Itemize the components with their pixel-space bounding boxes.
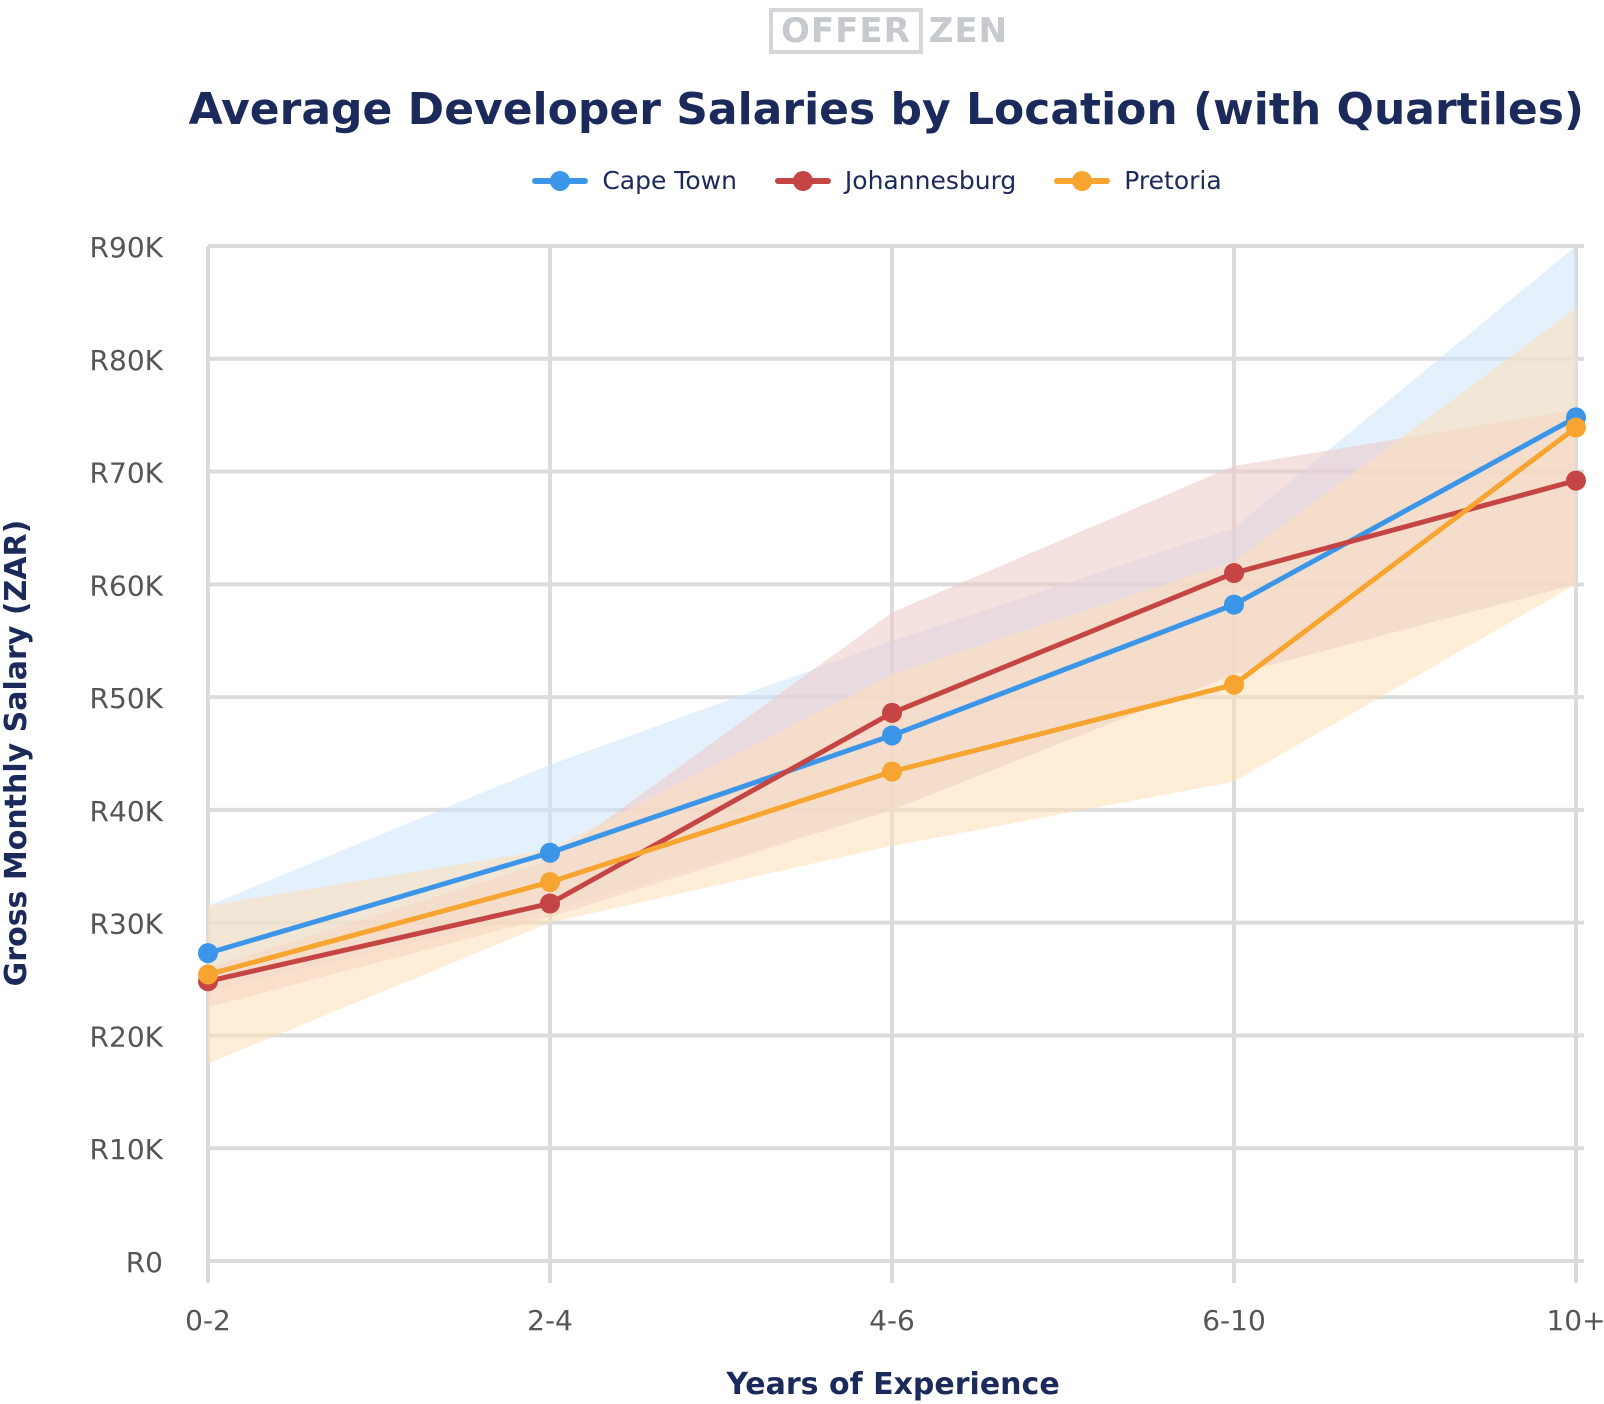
data-point-pretoria[interactable]: [198, 964, 218, 985]
y-tick-label: R30K: [90, 908, 164, 941]
y-tick-label: R40K: [90, 795, 164, 828]
data-point-johannesburg[interactable]: [882, 702, 902, 723]
y-tick-label: R0: [126, 1246, 163, 1279]
x-tick-label: 2-4: [527, 1304, 573, 1337]
data-point-cape-town[interactable]: [540, 842, 560, 863]
chart-title: Average Developer Salaries by Location (…: [188, 84, 1584, 135]
legend-swatch-cape-town: [532, 170, 589, 191]
quartile-band-cape-town: [208, 246, 1576, 991]
data-point-johannesburg[interactable]: [540, 893, 560, 914]
logo-boxed-text: OFFER: [769, 8, 923, 54]
legend-item-cape-town[interactable]: Cape Town: [532, 166, 737, 195]
data-point-pretoria[interactable]: [882, 761, 902, 782]
data-point-cape-town[interactable]: [1224, 594, 1244, 615]
y-tick-label: R10K: [90, 1133, 164, 1166]
logo-plain-text: ZEN: [928, 11, 1009, 51]
y-tick-label: R60K: [90, 569, 164, 602]
legend-item-pretoria[interactable]: Pretoria: [1054, 166, 1222, 195]
legend-label: Johannesburg: [844, 166, 1017, 195]
y-axis-title: Gross Monthly Salary (ZAR): [0, 520, 34, 987]
data-point-pretoria[interactable]: [540, 872, 560, 893]
data-point-pretoria[interactable]: [1224, 674, 1244, 695]
data-point-johannesburg[interactable]: [1566, 470, 1586, 491]
x-tick-label: 6-10: [1202, 1304, 1266, 1337]
legend-swatch-johannesburg: [774, 170, 831, 191]
offerzen-logo: OFFER ZEN: [769, 8, 1008, 54]
y-tick-label: R80K: [90, 344, 164, 377]
legend-label: Cape Town: [602, 166, 737, 195]
y-tick-label: R70K: [90, 457, 164, 490]
x-tick-label: 0-2: [185, 1304, 231, 1337]
y-tick-label: R20K: [90, 1020, 164, 1053]
data-point-cape-town[interactable]: [198, 943, 218, 964]
x-axis-title: Years of Experience: [725, 1367, 1059, 1402]
x-tick-label: 10+: [1546, 1304, 1604, 1337]
x-tick-label: 4-6: [869, 1304, 915, 1337]
legend: Cape Town Johannesburg Pretoria: [0, 166, 1604, 195]
y-tick-label: R50K: [90, 682, 164, 715]
legend-item-johannesburg[interactable]: Johannesburg: [774, 166, 1017, 195]
y-tick-label: R90K: [90, 231, 164, 264]
data-point-cape-town[interactable]: [882, 725, 902, 746]
data-point-johannesburg[interactable]: [1224, 563, 1244, 584]
legend-swatch-pretoria: [1054, 170, 1111, 191]
legend-label: Pretoria: [1124, 166, 1222, 195]
data-point-pretoria[interactable]: [1566, 417, 1586, 438]
